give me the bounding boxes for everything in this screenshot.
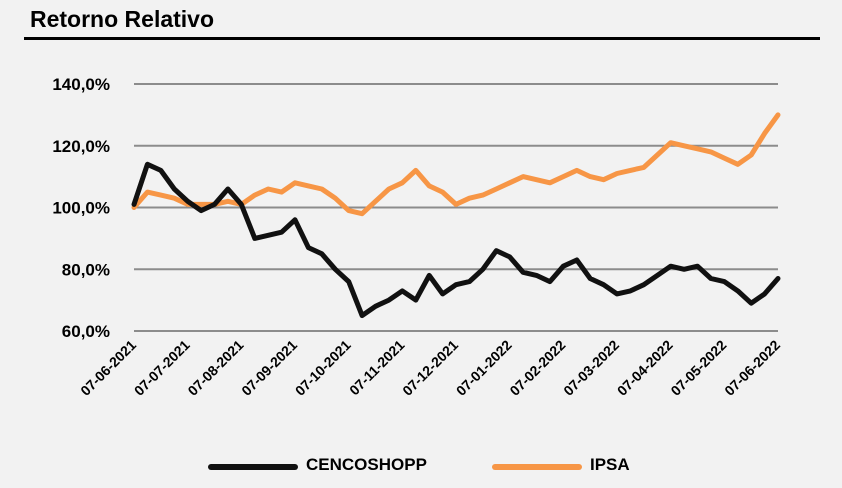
legend-label-ipsa: IPSA [590, 455, 630, 474]
x-tick-label: 07-10-2021 [292, 337, 354, 399]
legend: CENCOSHOPP IPSA [0, 452, 842, 482]
x-tick-label: 07-11-2021 [346, 337, 408, 399]
y-tick-label: 60,0% [62, 322, 110, 341]
chart-area: 60,0%80,0%100,0%120,0%140,0% 07-06-20210… [52, 75, 783, 399]
x-tick-label: 07-01-2022 [453, 337, 515, 399]
x-tick-label: 07-02-2022 [506, 337, 568, 399]
title-underline [24, 37, 820, 40]
series-line-cencoshopp [131, 161, 781, 319]
y-tick-label: 140,0% [52, 75, 110, 94]
x-tick-label: 07-06-2022 [721, 337, 783, 399]
series-line-ipsa [131, 112, 781, 217]
legend-swatch-ipsa [492, 464, 582, 470]
x-tick-label: 07-12-2021 [399, 337, 461, 399]
x-tick-label: 07-09-2021 [238, 337, 300, 399]
x-tick-label: 07-07-2021 [131, 337, 193, 399]
x-tick-label: 07-05-2022 [667, 337, 729, 399]
y-tick-label: 100,0% [52, 199, 110, 218]
x-tick-label: 07-06-2021 [77, 337, 139, 399]
x-tick-label: 07-03-2022 [560, 337, 622, 399]
legend-label-cencoshopp: CENCOSHOPP [306, 455, 427, 474]
y-tick-label: 120,0% [52, 137, 110, 156]
x-tick-label: 07-04-2022 [614, 337, 676, 399]
legend-swatch-cencoshopp [208, 464, 298, 470]
x-tick-label: 07-08-2021 [184, 337, 246, 399]
chart-title: Retorno Relativo [30, 6, 215, 32]
series-lines [131, 112, 781, 319]
grid-lines [134, 83, 778, 332]
x-axis-tick-labels: 07-06-202107-07-202107-08-202107-09-2021… [77, 337, 783, 399]
y-tick-label: 80,0% [62, 260, 110, 279]
y-axis-tick-labels: 60,0% 80,0% 100,0% 120,0% 140,0% [52, 75, 110, 341]
